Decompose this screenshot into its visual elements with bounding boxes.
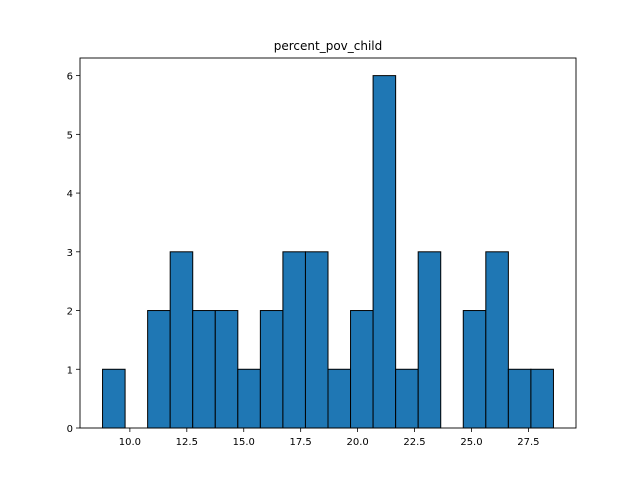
x-tick-label: 12.5 bbox=[176, 437, 198, 448]
histogram-bar bbox=[462, 310, 487, 429]
chart-title: percent_pov_child bbox=[274, 39, 383, 53]
x-tick-label: 10.0 bbox=[119, 437, 141, 448]
histogram-bar bbox=[417, 251, 442, 429]
x-tick-label: 15.0 bbox=[233, 437, 255, 448]
histogram-bar bbox=[507, 368, 532, 429]
x-tick-label: 27.5 bbox=[517, 437, 539, 448]
histogram-bar bbox=[214, 310, 239, 429]
y-axis-ticks: 0 1 2 3 4 5 6 bbox=[67, 72, 80, 435]
y-tick-label: 5 bbox=[67, 130, 73, 141]
histogram-bar bbox=[372, 75, 397, 429]
histogram-bar bbox=[350, 310, 374, 429]
histogram-bar bbox=[530, 368, 554, 429]
y-tick-label: 4 bbox=[67, 189, 73, 200]
histogram-bar bbox=[282, 251, 306, 429]
histogram-bar bbox=[192, 310, 216, 429]
histogram-bar bbox=[169, 251, 194, 429]
x-axis-ticks: 10.0 12.5 15.0 17.5 20.0 22.5 25.0 27.5 bbox=[119, 428, 540, 448]
x-tick-label: 22.5 bbox=[403, 437, 425, 448]
histogram-bar bbox=[102, 368, 126, 429]
histogram-bar bbox=[147, 310, 171, 429]
y-tick-label: 2 bbox=[67, 307, 73, 318]
histogram-bar bbox=[327, 368, 352, 429]
plot-area-frame bbox=[79, 57, 577, 429]
histogram-bar bbox=[304, 251, 329, 429]
y-tick-label: 0 bbox=[67, 424, 73, 435]
y-tick-label: 6 bbox=[67, 72, 73, 83]
histogram-bar bbox=[259, 310, 284, 429]
x-tick-label: 20.0 bbox=[346, 437, 368, 448]
histogram-bar bbox=[237, 368, 261, 429]
x-tick-label: 17.5 bbox=[290, 437, 312, 448]
y-tick-label: 3 bbox=[67, 248, 73, 259]
x-tick-label: 25.0 bbox=[460, 437, 482, 448]
histogram-bar bbox=[395, 368, 419, 429]
histogram-bar bbox=[485, 251, 509, 429]
y-tick-label: 1 bbox=[67, 365, 73, 376]
